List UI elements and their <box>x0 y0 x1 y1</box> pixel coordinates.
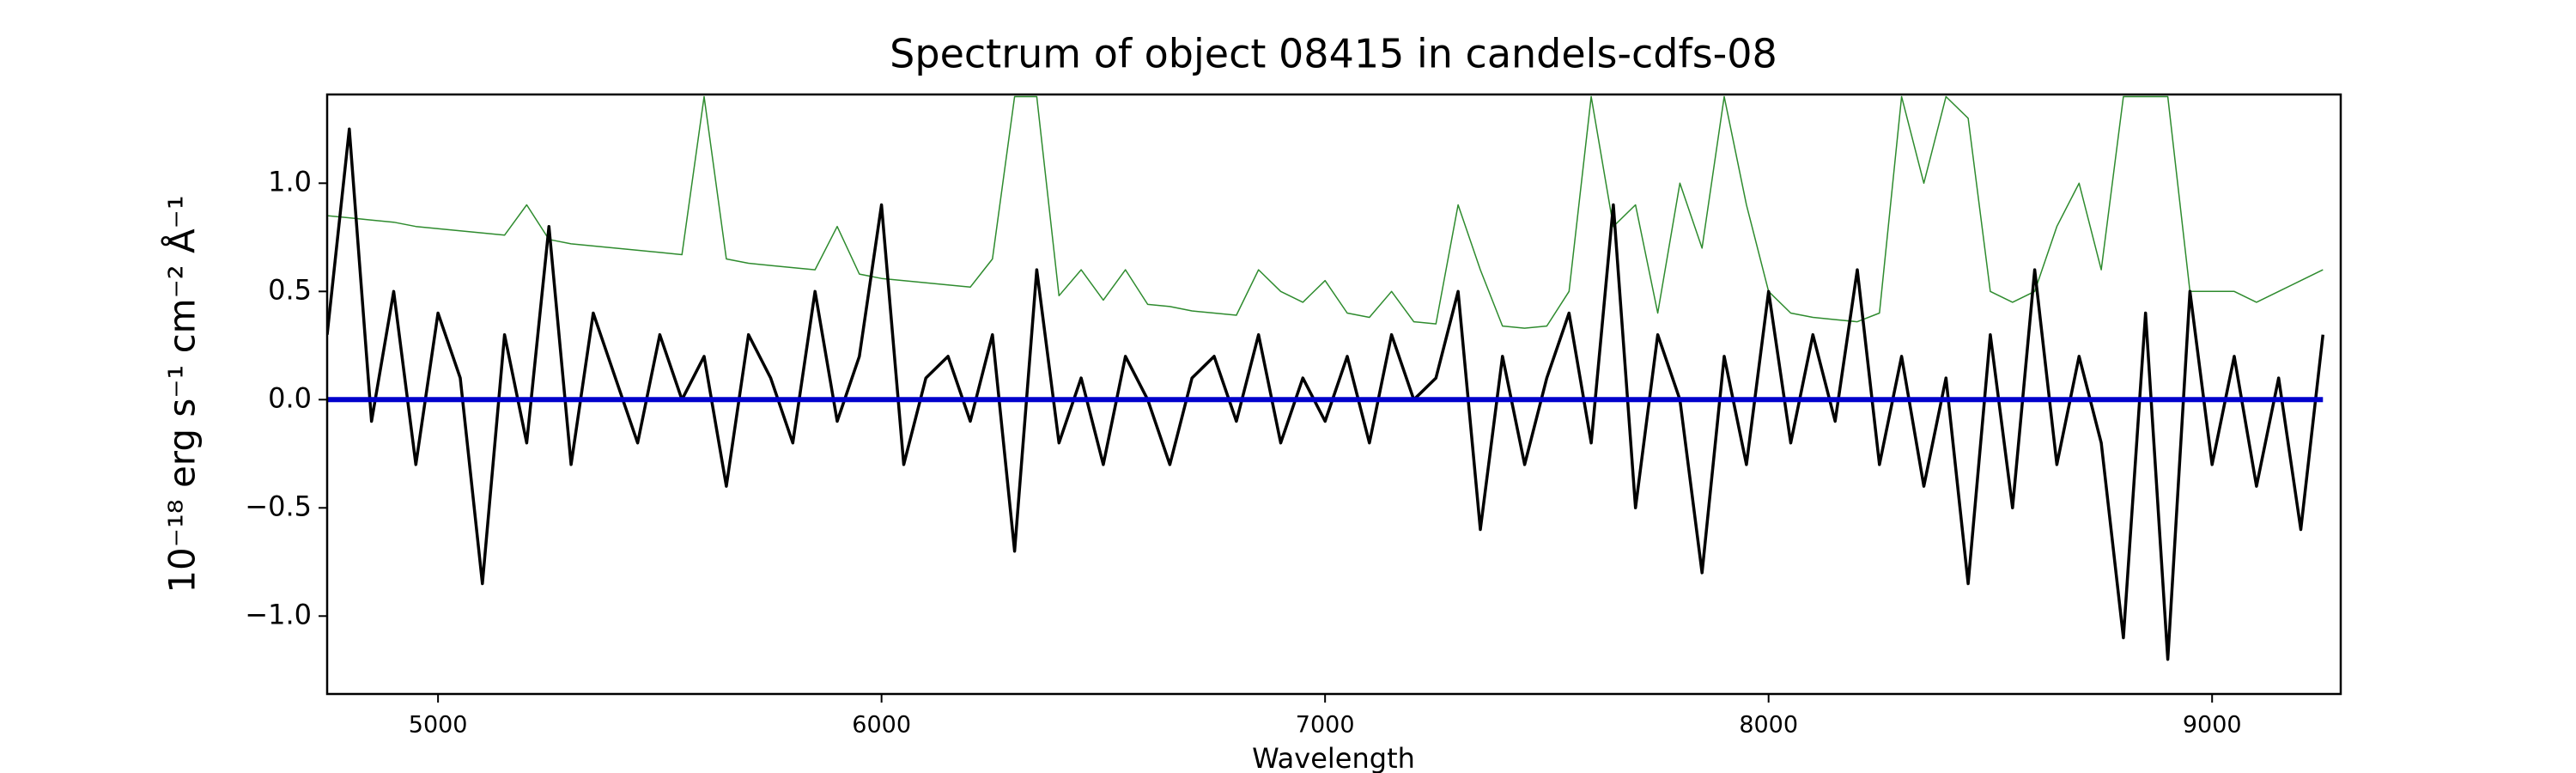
plot-area <box>327 95 2325 661</box>
y-tick-label: −0.5 <box>245 490 312 522</box>
x-tick-label: 9000 <box>2183 712 2242 739</box>
y-tick-label: −1.0 <box>245 598 312 630</box>
y-tick-label: 0.0 <box>268 381 312 414</box>
series-line <box>327 95 2324 329</box>
y-tick-label: 0.5 <box>268 273 312 306</box>
x-tick-label: 8000 <box>1739 712 1798 739</box>
series-line <box>327 127 2325 661</box>
x-tick-label: 6000 <box>852 712 911 739</box>
x-tick-label: 5000 <box>409 712 468 739</box>
y-tick-label: 1.0 <box>268 165 312 198</box>
x-tick-label: 7000 <box>1296 712 1355 739</box>
chart-title: Spectrum of object 08415 in candels-cdfs… <box>890 31 1777 77</box>
x-axis-label: Wavelength <box>1252 742 1415 773</box>
y-axis-label: 10⁻¹⁸ erg s⁻¹ cm⁻² Å⁻¹ <box>161 195 204 593</box>
plot-frame <box>325 93 2342 696</box>
